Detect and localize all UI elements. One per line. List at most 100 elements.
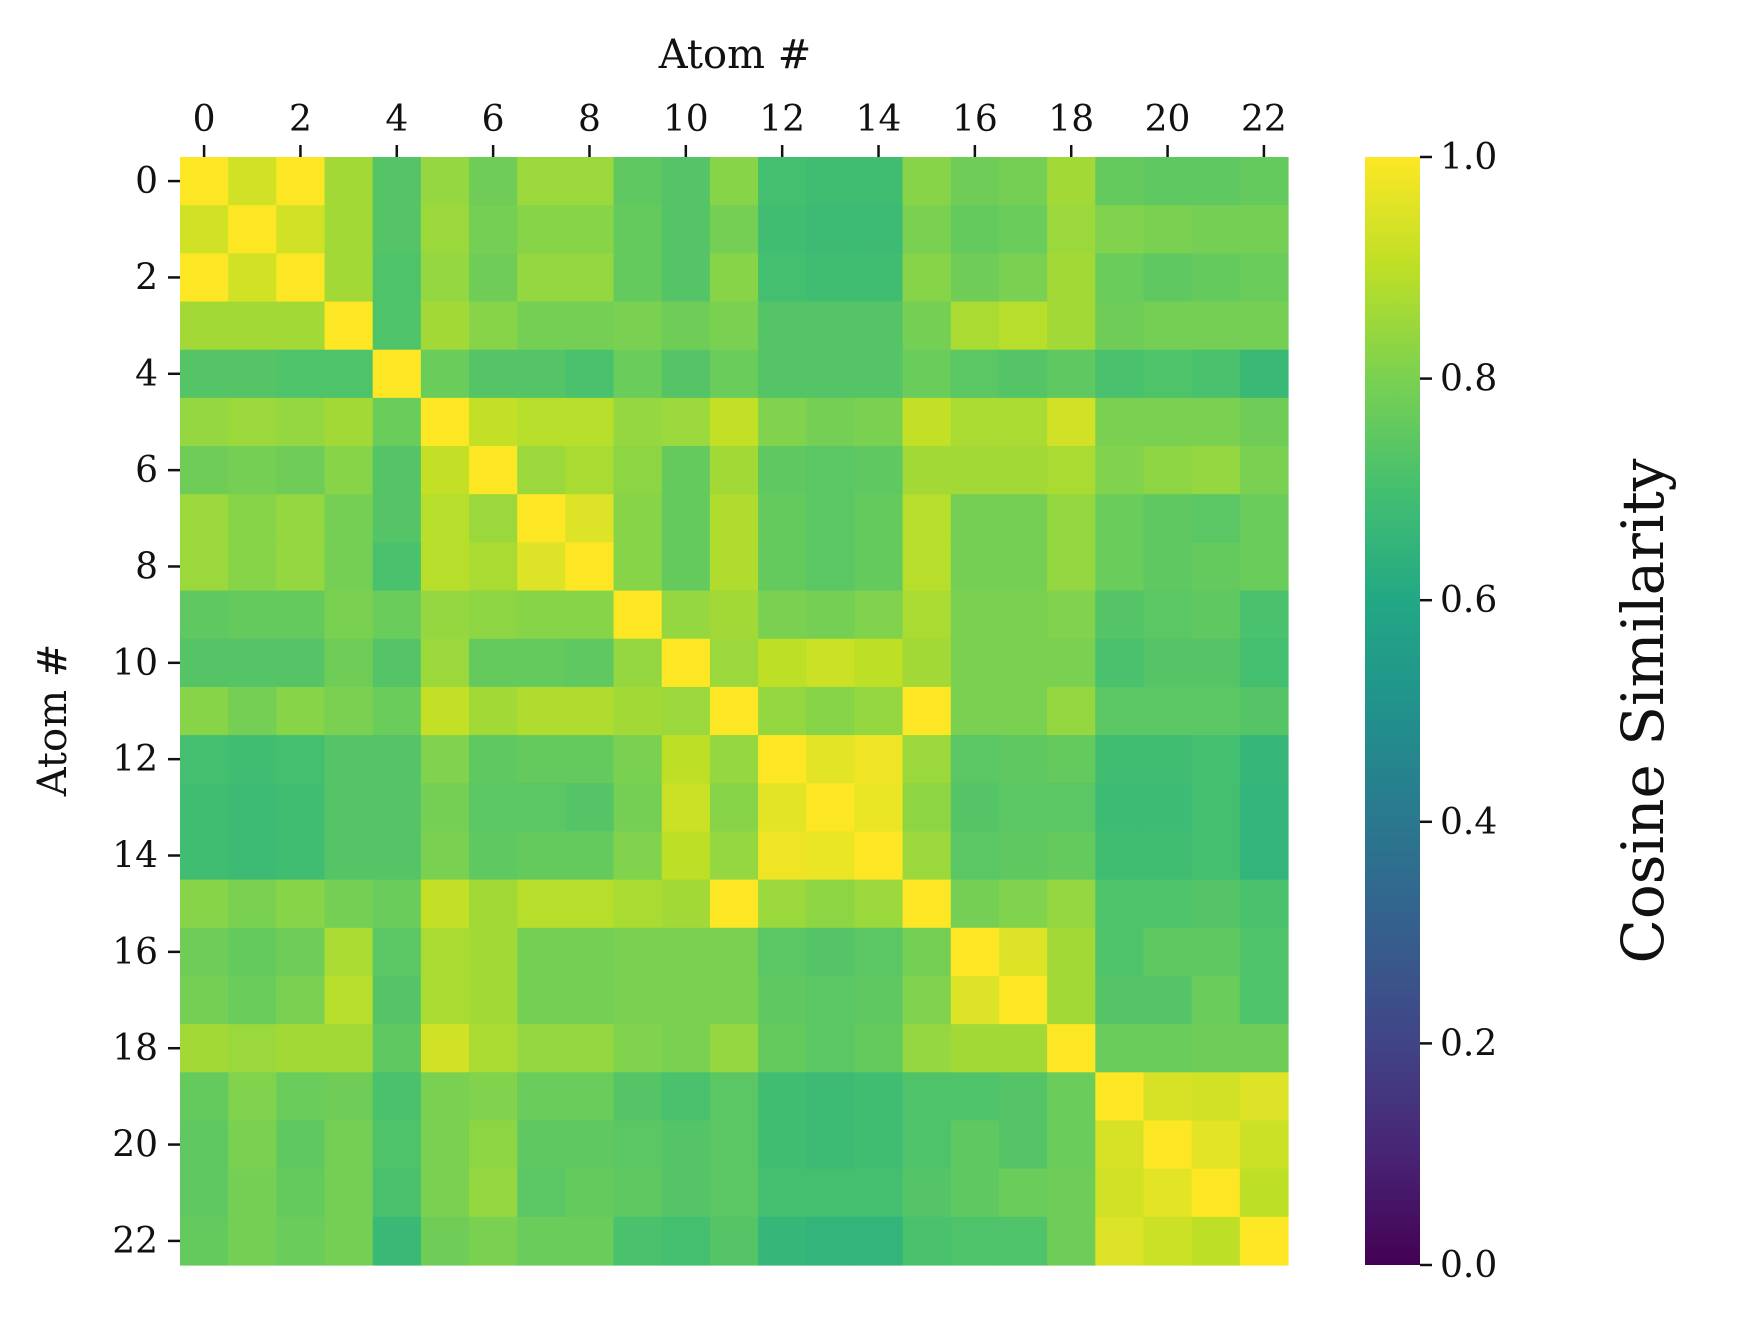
heatmap-cell	[565, 1120, 615, 1170]
heatmap-cell	[1047, 1216, 1096, 1266]
heatmap-cell	[998, 686, 1048, 736]
heatmap-cell	[517, 253, 566, 303]
heatmap-cell	[1047, 397, 1096, 447]
y-tick-label: 8	[135, 546, 158, 587]
heatmap-cell	[758, 590, 807, 640]
heatmap-cell	[1047, 879, 1096, 929]
heatmap-cell	[806, 542, 856, 592]
heatmap-cell	[1095, 1216, 1145, 1266]
heatmap-cell	[1191, 975, 1241, 1025]
heatmap-cell	[758, 349, 807, 399]
heatmap-cell	[613, 975, 663, 1025]
heatmap-cell	[228, 157, 277, 206]
heatmap-cell	[324, 1168, 374, 1218]
heatmap-cell	[1095, 1168, 1145, 1218]
heatmap-cell	[1047, 494, 1096, 543]
heatmap-cell	[1143, 205, 1193, 254]
heatmap-cell	[758, 542, 807, 592]
heatmap-cell	[228, 253, 277, 303]
heatmap-cell	[565, 975, 615, 1025]
x-tick-label: 0	[193, 99, 216, 140]
heatmap-cell	[1143, 157, 1193, 206]
heatmap-cell	[902, 157, 952, 206]
heatmap-cell	[469, 975, 518, 1025]
heatmap-cell	[517, 783, 566, 833]
heatmap-cell	[324, 1216, 374, 1266]
heatmap-cell	[372, 301, 422, 351]
heatmap-cell	[324, 205, 374, 254]
heatmap-cell	[565, 542, 615, 592]
heatmap-cell	[1143, 735, 1193, 784]
heatmap-cell	[1047, 157, 1096, 206]
heatmap-cell	[998, 542, 1048, 592]
x-tick-label: 20	[1145, 99, 1191, 140]
heatmap-cell	[420, 735, 470, 784]
heatmap-cell	[1191, 205, 1241, 254]
heatmap-cell	[228, 879, 277, 929]
heatmap-cell	[1095, 494, 1145, 543]
heatmap-cell	[372, 686, 422, 736]
heatmap-cell	[998, 446, 1048, 495]
colorbar-title: Cosine Similarity	[1609, 458, 1677, 963]
heatmap-cell	[565, 879, 615, 929]
y-tick-label: 4	[135, 354, 158, 395]
y-axis-title: Atom #	[30, 644, 76, 798]
x-tick-label: 22	[1241, 99, 1287, 140]
heatmap-cell	[228, 349, 277, 399]
x-axis-ticks: 0 2 4 6 8 10 12 14 16 18 20 22	[193, 99, 1287, 157]
heatmap-cell	[758, 1072, 807, 1122]
x-axis-title: Atom #	[658, 32, 812, 78]
heatmap-cell	[902, 927, 952, 977]
heatmap-cell	[806, 927, 856, 977]
heatmap-cell	[758, 301, 807, 351]
heatmap-cell	[420, 1168, 470, 1218]
heatmap-cell	[276, 349, 326, 399]
heatmap-cell	[998, 927, 1048, 977]
heatmap-cell	[1191, 590, 1241, 640]
heatmap-cell	[1047, 831, 1096, 881]
heatmap-cell	[228, 397, 277, 447]
heatmap-cell	[661, 975, 711, 1025]
heatmap-cell	[180, 783, 229, 833]
heatmap-cell	[517, 1024, 566, 1073]
colorbar-tick-label: 0.8	[1440, 359, 1497, 400]
heatmap-cell	[758, 397, 807, 447]
heatmap-cell	[228, 205, 277, 254]
x-tick-label: 2	[289, 99, 312, 140]
heatmap-cell	[613, 638, 663, 688]
y-tick-label: 16	[112, 932, 158, 973]
heatmap-cell	[998, 783, 1048, 833]
heatmap-cell	[854, 783, 904, 833]
heatmap-cell	[1143, 301, 1193, 351]
heatmap-cell	[1239, 1168, 1289, 1218]
heatmap-cell	[276, 494, 326, 543]
heatmap-cell	[180, 1024, 229, 1073]
heatmap-cell	[469, 879, 518, 929]
heatmap-cell	[1047, 205, 1096, 254]
heatmap-cell	[228, 446, 277, 495]
heatmap-cell	[180, 446, 229, 495]
heatmap-cell	[180, 879, 229, 929]
heatmap-cell	[420, 879, 470, 929]
heatmap-cell	[565, 349, 615, 399]
colorbar-ticks: 0.0 0.2 0.4 0.6 0.8 1.0	[1420, 137, 1497, 1286]
heatmap-cell	[854, 975, 904, 1025]
heatmap-cell	[758, 205, 807, 254]
heatmap-cell	[854, 831, 904, 881]
heatmap-cell	[228, 783, 277, 833]
heatmap-cell	[1047, 590, 1096, 640]
colorbar-tick-label: 0.4	[1440, 802, 1497, 843]
heatmap-cell	[1239, 494, 1289, 543]
heatmap-cell	[469, 542, 518, 592]
heatmap-cell	[902, 879, 952, 929]
heatmap-cell	[661, 735, 711, 784]
heatmap-cell	[1191, 1072, 1241, 1122]
heatmap-cell	[372, 783, 422, 833]
heatmap-cell	[469, 1024, 518, 1073]
heatmap-cell	[1191, 1024, 1241, 1073]
heatmap-cell	[854, 446, 904, 495]
heatmap-cell	[276, 638, 326, 688]
heatmap-cell	[517, 879, 566, 929]
heatmap-cell	[372, 590, 422, 640]
heatmap-cell	[902, 397, 952, 447]
